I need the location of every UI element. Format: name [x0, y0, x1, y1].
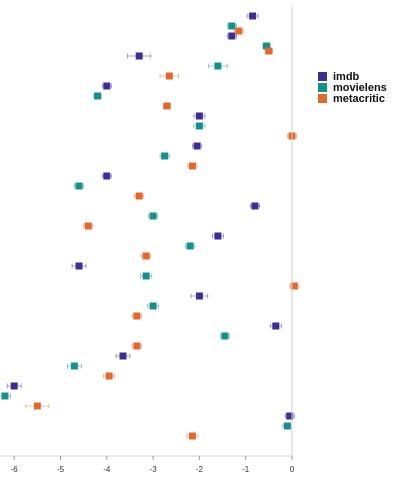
- data-point-movielens: [142, 272, 150, 280]
- x-axis: -6 -5 -4 -3 -2 -1 0: [0, 5, 295, 474]
- data-point-imdb: [195, 112, 203, 120]
- data-point-imdb: [119, 352, 127, 360]
- x-tick-label: -3: [150, 465, 158, 474]
- data-point-movielens: [221, 332, 229, 340]
- data-point-imdb: [228, 32, 236, 40]
- data-point-imdb: [195, 292, 203, 300]
- data-point-movielens: [195, 122, 203, 130]
- data-point-imdb: [10, 382, 18, 390]
- data-point-movielens: [70, 362, 78, 370]
- data-point-movielens: [161, 152, 169, 160]
- legend-label-movielens: movielens: [333, 82, 387, 94]
- data-point-metacritic: [188, 162, 196, 170]
- data-point-metacritic: [265, 47, 273, 55]
- data-point-metacritic: [142, 252, 150, 260]
- series-movielens: [0, 22, 293, 430]
- data-point-imdb: [75, 262, 83, 270]
- data-point-metacritic: [290, 282, 298, 290]
- data-point-metacritic: [33, 402, 41, 410]
- data-point-movielens: [94, 92, 102, 100]
- x-tick-label: -4: [103, 465, 111, 474]
- data-point-imdb: [286, 412, 294, 420]
- data-point-imdb: [193, 142, 201, 150]
- data-point-imdb: [135, 52, 143, 60]
- data-point-metacritic: [163, 102, 171, 110]
- x-tick-label: -5: [57, 465, 65, 474]
- legend-label-metacritic: metacritic: [333, 93, 385, 105]
- series-imdb: [6, 12, 295, 420]
- chart-marks: [0, 12, 300, 440]
- data-point-metacritic: [165, 72, 173, 80]
- data-point-metacritic: [133, 312, 141, 320]
- x-tick-label: -1: [242, 465, 250, 474]
- data-point-imdb: [103, 82, 111, 90]
- data-point-imdb: [272, 322, 280, 330]
- data-point-metacritic: [84, 222, 92, 230]
- data-point-imdb: [214, 232, 222, 240]
- data-point-movielens: [214, 62, 222, 70]
- data-point-metacritic: [133, 342, 141, 350]
- data-point-imdb: [103, 172, 111, 180]
- legend-swatch-metacritic: [318, 94, 327, 103]
- legend-swatch-imdb: [318, 72, 327, 81]
- series-metacritic: [25, 27, 300, 440]
- data-point-movielens: [228, 22, 236, 30]
- data-point-movielens: [149, 212, 157, 220]
- x-tick-label: -6: [11, 465, 19, 474]
- legend-label-imdb: imdb: [333, 71, 360, 83]
- x-tick-label: 0: [290, 465, 295, 474]
- data-point-movielens: [263, 42, 271, 50]
- x-tick-label: -2: [196, 465, 204, 474]
- data-point-metacritic: [235, 27, 243, 35]
- data-point-metacritic: [188, 432, 196, 440]
- data-point-metacritic: [135, 192, 143, 200]
- data-point-movielens: [283, 422, 291, 430]
- data-point-imdb: [249, 12, 257, 20]
- data-point-imdb: [251, 202, 259, 210]
- data-point-movielens: [75, 182, 83, 190]
- data-point-movielens: [186, 242, 194, 250]
- legend-swatch-movielens: [318, 83, 327, 92]
- data-point-movielens: [1, 392, 9, 400]
- data-point-movielens: [149, 302, 157, 310]
- data-point-metacritic: [105, 372, 113, 380]
